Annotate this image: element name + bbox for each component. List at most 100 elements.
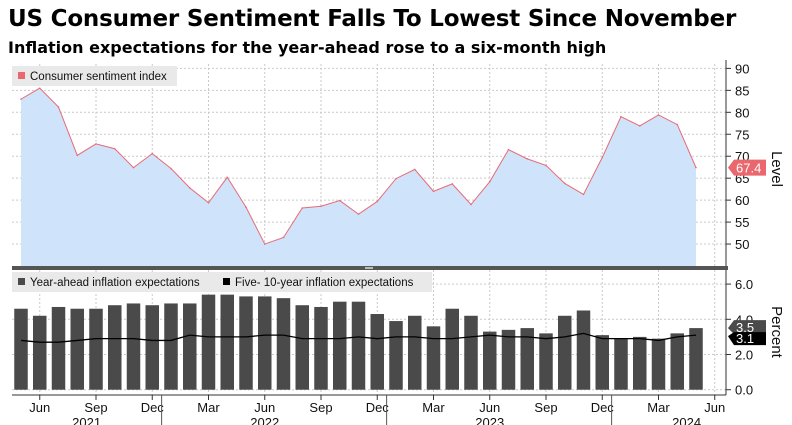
top-legend-swatch [18,72,25,79]
x-year-label: 2022 [250,415,279,425]
inflation-bar [689,328,703,390]
inflation-bar [633,336,647,390]
x-year-label: 2023 [475,415,504,425]
inflation-bar [370,314,384,390]
inflation-bar [614,338,628,390]
sentiment-point [338,199,341,202]
sentiment-point [638,125,641,127]
sentiment-point [563,182,566,185]
longrun-last-value: 3.1 [736,331,754,346]
sentiment-point [207,201,210,204]
inflation-bar [389,321,403,390]
inflation-bar [670,333,684,390]
bottom-axis-title: Percent [768,306,785,359]
inflation-bar [539,333,553,390]
inflation-bar [558,315,572,390]
inflation-bar [164,303,178,390]
chart-title: US Consumer Sentiment Falls To Lowest Si… [8,6,737,32]
x-tick-label: Jun [479,400,500,415]
inflation-bar [445,308,459,390]
top-ytick-label: 90 [735,61,749,76]
inflation-bar [426,326,441,390]
sentiment-point [545,164,547,167]
inflation-bar [183,303,197,390]
sentiment-point [95,143,97,145]
bottom-ytick-label: 6.0 [735,277,753,292]
top-axis-title: Level [768,151,785,187]
x-tick-label: Dec [366,400,390,415]
sentiment-point [170,167,172,170]
sentiment-area [21,88,696,266]
x-tick-label: Mar [197,400,220,415]
inflation-bar [201,294,216,390]
sentiment-point [507,148,510,151]
bottom-legend-label-2: Five- 10-year inflation expectations [235,277,414,289]
x-year-label: 2021 [72,415,101,425]
x-tick-label: Mar [422,400,445,415]
inflation-bar [33,315,47,390]
inflation-bar [408,315,422,390]
sentiment-point [245,206,247,208]
sentiment-point [432,190,435,193]
inflation-bar [651,338,666,390]
inflation-bar [239,296,253,390]
inflation-bar [520,328,534,390]
sentiment-point [320,205,322,208]
sentiment-point [76,154,79,157]
x-tick-label: Sep [309,400,332,415]
inflation-bar [576,310,591,390]
sentiment-point [451,183,454,185]
inflation-last-value: 3.5 [736,320,754,335]
inflation-bar [89,308,103,390]
x-tick-label: Jun [704,400,725,415]
x-tick-label: Mar [647,400,670,415]
inflation-bar [145,305,159,390]
inflation-bar [220,294,234,390]
separator-grip [365,267,373,269]
top-ytick-label: 75 [735,127,749,142]
top-ytick-label: 50 [735,237,749,252]
sentiment-point [376,200,379,203]
chart-subtitle: Inflation expectations for the year-ahea… [8,38,607,57]
x-tick-label: Sep [534,400,557,415]
top-legend-box [12,66,177,86]
inflation-bar [51,306,66,390]
longrun-line [20,332,697,343]
top-legend-label: Consumer sentiment index [30,71,167,83]
inflation-bar [501,329,516,390]
sentiment-point [526,158,529,160]
sentiment-point [676,123,679,126]
sentiment-point [413,168,416,171]
inflation-bar [258,296,272,390]
inflation-bar [483,331,497,390]
sentiment-point [263,243,266,245]
inflation-bar [126,303,141,390]
inflation-bar [276,298,291,390]
bottom-ytick-label: 0.0 [735,383,753,398]
sentiment-point [470,203,472,206]
sentiment-point [38,87,41,89]
inflation-bar [314,306,328,390]
x-tick-label: Dec [591,400,615,415]
x-year-label: 2024 [672,415,701,425]
sentiment-last-value: 67.4 [736,161,761,176]
sentiment-point [620,115,622,118]
sentiment-last-badge [728,159,766,176]
inflation-bar [595,335,609,390]
sentiment-point [282,236,285,239]
x-tick-label: Sep [84,400,107,415]
top-ytick-label: 60 [735,193,749,208]
bottom-legend-box [12,272,432,292]
top-ytick-label: 55 [735,215,749,230]
sentiment-point [57,106,60,108]
inflation-bar [295,305,309,390]
longrun-last-badge [728,332,766,346]
sentiment-point [151,152,154,155]
sentiment-point [695,166,697,169]
sentiment-point [601,156,604,159]
sentiment-point [20,98,22,100]
x-tick-label: Dec [141,400,165,415]
sentiment-point [188,187,191,189]
bottom-legend-swatch-2 [223,278,230,285]
inflation-last-badge [728,320,766,335]
